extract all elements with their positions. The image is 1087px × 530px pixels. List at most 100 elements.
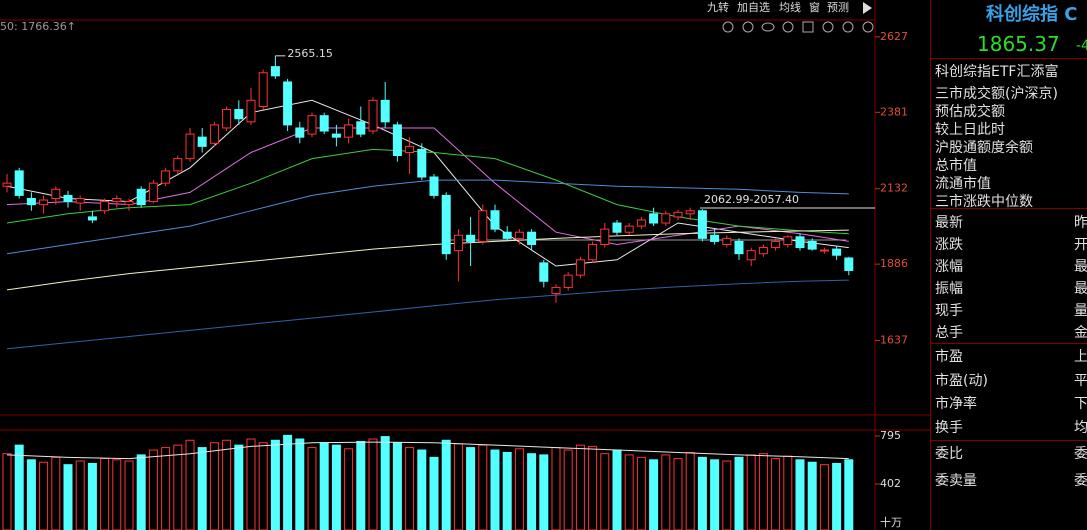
stat-label: 换手 <box>935 419 963 436</box>
candle-body <box>356 121 366 135</box>
stat-label: 振幅 <box>935 281 963 297</box>
icon[interactable] <box>802 21 814 33</box>
stat-label: 委比 <box>935 446 963 462</box>
volume-bar <box>673 458 683 530</box>
candle-body <box>563 274 573 288</box>
volume-bar <box>746 454 756 530</box>
volume-bar <box>14 444 24 530</box>
stat-label: 涨跌 <box>935 237 963 253</box>
volume-bar <box>295 438 305 530</box>
icon[interactable] <box>863 2 872 14</box>
y-tick-label: 402 <box>880 477 901 490</box>
volume-bar <box>527 453 537 530</box>
candle-body <box>222 109 232 129</box>
volume-bar <box>39 461 49 530</box>
icon[interactable] <box>742 21 754 33</box>
icon[interactable] <box>822 21 834 33</box>
info-label: 三市涨跌中位数 <box>935 194 1033 210</box>
fund-name: 科创综指ETF汇添富 <box>935 64 1059 80</box>
icon[interactable] <box>862 21 874 33</box>
volume-bar <box>417 449 427 530</box>
quote-panel: 科创综指 C 1865.37 -41.14 科创综指ETF汇添富 三市成交额(沪… <box>930 0 1087 530</box>
quote-change: -41.14 <box>1076 38 1087 54</box>
volume-bar <box>405 447 415 530</box>
candle-body <box>575 259 585 276</box>
candle-body <box>758 247 768 255</box>
stat-side: 开 <box>1074 237 1087 253</box>
info-label: 预估成交额 <box>935 104 1005 120</box>
volume-bar <box>392 442 402 530</box>
candle-body <box>368 99 378 132</box>
toolbar-icons <box>722 2 874 33</box>
stat-side: 委 <box>1074 473 1087 489</box>
volume-bar <box>197 447 207 530</box>
candle-body <box>612 222 622 233</box>
candle-body <box>514 231 524 239</box>
indicator-label: 50: 1766.36↑ <box>0 20 76 33</box>
candle-body <box>624 225 634 233</box>
volume-bar <box>148 449 158 530</box>
candle-body <box>673 211 683 218</box>
chart: 50: 1766.36↑ 2062.99-2057.40 九转 加自选 均线窗预测 … <box>0 0 930 530</box>
candle-body <box>75 197 85 204</box>
volume-bar <box>258 442 268 530</box>
candle-body <box>173 158 183 172</box>
volume-bar <box>185 439 195 530</box>
volume-bar <box>319 442 329 530</box>
moving-average <box>6 148 849 235</box>
y-tick-label: 1637 <box>880 333 908 346</box>
candle-body <box>246 99 256 123</box>
stat-side: 上 <box>1074 349 1087 365</box>
icon[interactable] <box>722 21 734 33</box>
volume-bar <box>697 456 707 530</box>
peak-label: 2565.15 <box>287 47 333 60</box>
stat-label: 总手 <box>935 325 963 341</box>
y-tick-label: 2132 <box>880 182 908 195</box>
candle-body <box>392 124 402 157</box>
unit-label: 十万 <box>880 515 902 529</box>
toolbar-button[interactable]: 均线 <box>779 0 801 14</box>
stat-label: 市盈(动) <box>935 372 988 389</box>
y-tick-label: 2381 <box>880 105 908 118</box>
volume-bar <box>246 438 256 530</box>
volume-bar <box>124 460 134 530</box>
volume-bar <box>136 454 146 530</box>
candle-body <box>600 228 610 245</box>
volume-bar <box>173 444 183 530</box>
stat-label: 市盈 <box>935 349 963 365</box>
toolbar-button[interactable]: 预测 <box>827 1 849 14</box>
volume-bar <box>270 439 280 530</box>
stat-label: 现手 <box>935 303 963 319</box>
volume-bar <box>100 458 110 530</box>
stat-side: 昨 <box>1074 215 1087 231</box>
info-label: 较上日此时 <box>935 122 1005 138</box>
candle-body <box>380 99 390 123</box>
volume-bar <box>356 440 366 530</box>
candle-body <box>26 197 36 206</box>
candle-body <box>527 231 537 245</box>
candle-body <box>39 199 49 206</box>
icon[interactable] <box>761 22 775 32</box>
info-label: 流通市值 <box>935 176 991 192</box>
icon[interactable] <box>842 21 854 33</box>
volume-bar <box>661 454 671 530</box>
candle-body <box>453 234 463 252</box>
volume-bar <box>112 459 122 530</box>
candle-body <box>307 115 317 135</box>
volume-bar <box>209 442 219 530</box>
volume-bar <box>734 456 744 530</box>
volume-bar <box>441 439 451 530</box>
icon[interactable] <box>782 21 794 33</box>
volume-bar <box>710 459 720 530</box>
toolbar-button[interactable]: 加自选 <box>737 1 770 14</box>
toolbar-button[interactable]: 窗 <box>809 0 820 14</box>
info-label: 沪股通额度余额 <box>935 140 1033 156</box>
separator <box>931 58 1087 59</box>
volume-bar <box>758 453 768 530</box>
toolbar-button[interactable]: 九转 <box>707 0 729 14</box>
volume-bar <box>344 448 354 530</box>
candle-body <box>771 240 781 249</box>
volume-bar <box>161 447 171 530</box>
candle-body <box>710 234 720 242</box>
stat-label: 涨幅 <box>935 259 963 275</box>
